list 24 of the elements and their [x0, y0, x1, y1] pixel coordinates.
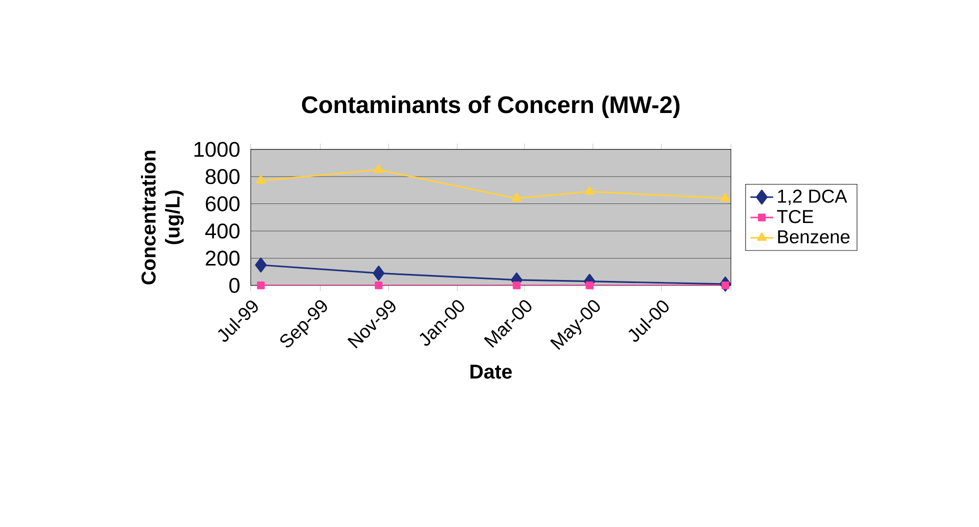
- point: [512, 282, 521, 290]
- point: [374, 164, 384, 173]
- point: [256, 282, 265, 290]
- chart-title: Contaminants of Concern (MW-2): [302, 96, 680, 118]
- y-axis-title: Concentration (ug/L): [140, 150, 184, 284]
- legend-label: TCE: [777, 210, 814, 224]
- point: [374, 282, 383, 290]
- y-tick-label: 600: [206, 196, 240, 212]
- point: [584, 186, 594, 195]
- point: [372, 266, 384, 281]
- legend-label: 1,2 DCA: [778, 190, 848, 206]
- point: [255, 258, 267, 273]
- y-tick-label: 0: [229, 278, 240, 294]
- point: [512, 192, 522, 202]
- y-tick-label: 200: [206, 250, 240, 266]
- y-tick-label: 1000: [194, 142, 240, 158]
- x-axis-title: Date: [470, 364, 512, 379]
- y-tick-label: 800: [206, 169, 240, 184]
- legend-label: Benzene: [778, 230, 850, 244]
- point: [256, 175, 266, 184]
- point: [586, 282, 594, 290]
- y-tick-label: 400: [205, 224, 240, 239]
- point: [720, 192, 730, 202]
- point: [721, 282, 730, 290]
